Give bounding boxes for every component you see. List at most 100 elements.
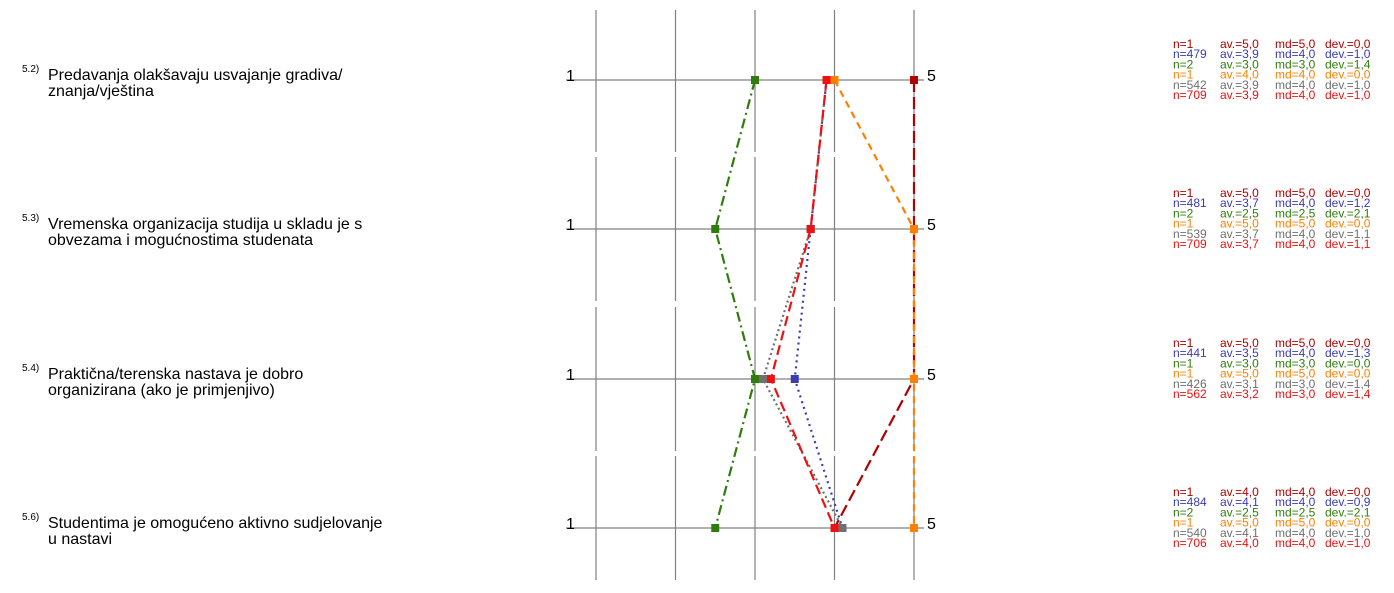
stat-md: md=5,0 [1275,516,1316,530]
stat-dev: dev.=1,2 [1325,196,1371,210]
stat-n: n=1 [1173,217,1194,231]
question-text: obvezama i mogućnostima studenata [48,232,313,249]
stat-dev: dev.=1,1 [1325,227,1371,241]
stat-dev: dev.=0,0 [1325,37,1371,51]
series-point [806,225,815,233]
stat-n: n=706 [1173,536,1207,550]
series-point [711,225,720,233]
stat-n: n=1 [1173,356,1194,370]
stat-dev: dev.=0,0 [1325,217,1371,231]
stat-dev: dev.=1,0 [1325,536,1371,550]
stat-dev: dev.=2,1 [1325,206,1371,220]
stat-n: n=2 [1173,57,1194,71]
stat-n: n=2 [1173,206,1194,220]
stat-av: av.=3,9 [1220,88,1259,102]
stat-av: av.=5,0 [1220,217,1259,231]
stat-av: av.=3,9 [1220,47,1259,61]
stat-dev: dev.=0,0 [1325,336,1371,350]
stat-md: md=4,0 [1275,526,1316,540]
series-point [766,375,775,383]
series-line [714,79,757,529]
stat-av: av.=2,5 [1220,206,1259,220]
stat-n: n=1 [1173,367,1194,381]
series-point [751,76,759,84]
scale-max-label: 5 [927,217,936,234]
stat-dev: dev.=0,0 [1325,186,1371,200]
stat-n: n=441 [1173,346,1207,360]
stat-av: av.=3,5 [1220,346,1259,360]
stat-md: md=3,0 [1275,356,1316,370]
stat-md: md=4,0 [1275,196,1316,210]
series-point [830,76,839,84]
stat-n: n=1 [1173,37,1194,51]
stat-md: md=4,0 [1275,485,1316,499]
question-text: znanja/vještina [48,83,154,100]
series-point [910,225,918,233]
question-number: 5.4) [22,363,39,374]
question-text: Vremenska organizacija studija u skladu … [48,216,362,233]
stat-n: n=709 [1173,88,1207,102]
stat-n: n=1 [1173,68,1194,82]
stat-n: n=1 [1173,336,1194,350]
stat-av: av.=4,0 [1220,68,1259,82]
stat-av: av.=4,0 [1220,485,1259,499]
scale-max-label: 5 [927,367,936,384]
stat-dev: dev.=2,1 [1325,505,1371,519]
stat-md: md=5,0 [1275,37,1316,51]
stat-dev: dev.=1,4 [1325,57,1371,71]
stat-n: n=1 [1173,485,1194,499]
series-point [910,76,918,84]
stat-dev: dev.=0,0 [1325,356,1371,370]
stat-dev: dev.=1,1 [1325,237,1371,251]
stat-av: av.=3,7 [1220,237,1259,251]
stat-av: av.=4,1 [1220,495,1259,509]
series-line [769,79,836,529]
stat-md: md=4,0 [1275,78,1316,92]
series-point [758,375,767,383]
scale-min-label: 1 [566,367,575,384]
stat-md: md=4,0 [1275,227,1316,241]
series-point [790,375,799,383]
stat-n: n=2 [1173,505,1194,519]
stat-av: av.=3,7 [1220,196,1259,210]
scale-max-label: 5 [927,516,936,533]
stat-md: md=3,0 [1275,387,1316,401]
series-line [833,79,916,528]
stat-md: md=5,0 [1275,186,1316,200]
series-point [711,524,720,532]
stat-md: md=2,5 [1275,505,1316,519]
scale-min-label: 1 [566,516,575,533]
stat-md: md=3,0 [1275,377,1316,391]
stat-n: n=426 [1173,377,1207,391]
stat-md: md=4,0 [1275,346,1316,360]
stat-av: av.=2,5 [1220,505,1259,519]
stat-dev: dev.=0,0 [1325,367,1371,381]
question-number: 5.2) [22,64,39,75]
stat-av: av.=3,0 [1220,57,1259,71]
stat-av: av.=3,0 [1220,356,1259,370]
stat-n: n=542 [1173,78,1207,92]
stat-av: av.=5,0 [1220,186,1259,200]
series-line [793,79,844,529]
stat-md: md=4,0 [1275,47,1316,61]
stat-md: md=4,0 [1275,495,1316,509]
stat-md: md=4,0 [1275,68,1316,82]
stat-dev: dev.=1,0 [1325,47,1371,61]
series-line [761,79,844,529]
question-number: 5.3) [22,213,39,224]
stat-dev: dev.=1,4 [1325,377,1371,391]
stat-dev: dev.=0,0 [1325,68,1371,82]
stat-n: n=539 [1173,227,1207,241]
stat-md: md=5,0 [1275,367,1316,381]
stat-av: av.=5,0 [1220,367,1259,381]
stat-av: av.=5,0 [1220,37,1259,51]
question-number: 5.6) [22,512,39,523]
question-text: organizirana (ako je primjenjivo) [48,382,275,399]
stat-md: md=4,0 [1275,88,1316,102]
series-line [833,80,916,529]
question-text: Studentima je omogućeno aktivno sudjelov… [48,515,383,532]
series-point [751,375,759,383]
stat-n: n=1 [1173,186,1194,200]
stat-md: md=4,0 [1275,237,1316,251]
